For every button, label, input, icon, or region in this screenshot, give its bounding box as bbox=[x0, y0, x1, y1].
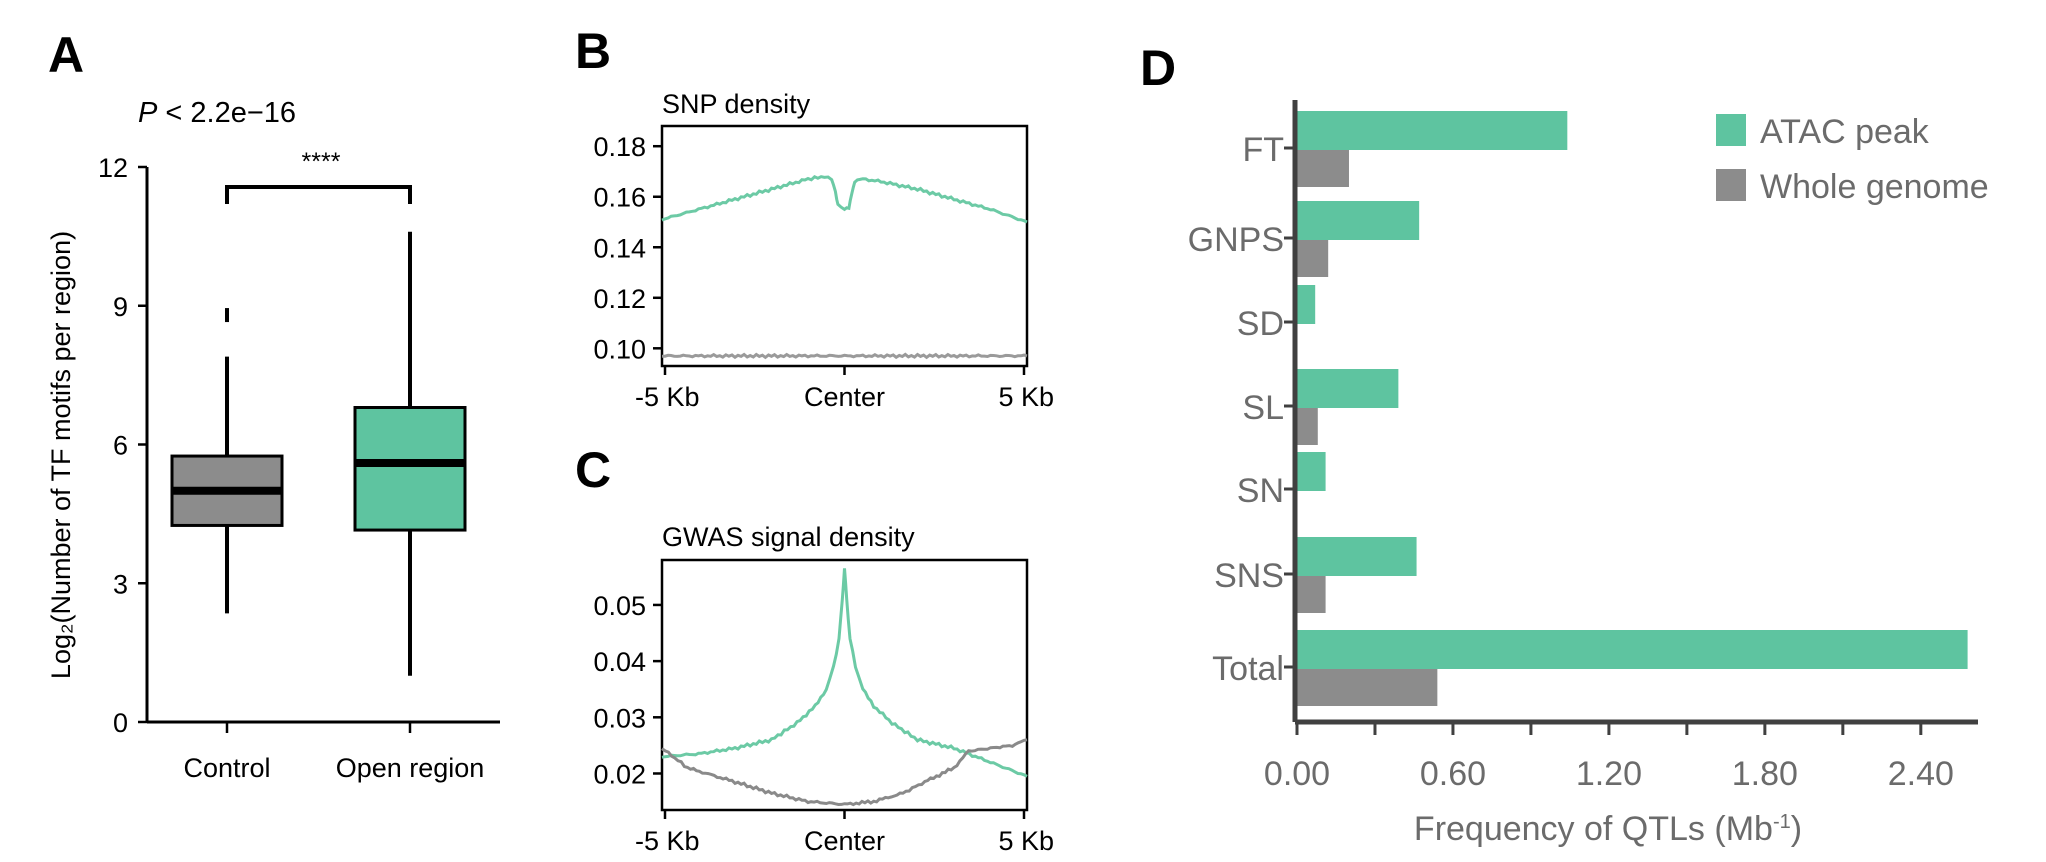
y-tick-label: 0.10 bbox=[593, 334, 646, 364]
x-tick-label-d: 2.40 bbox=[1888, 755, 1954, 793]
y-tick-label: 0.16 bbox=[593, 183, 646, 213]
bar-atac-peak bbox=[1297, 369, 1399, 408]
significance-stars: **** bbox=[302, 148, 341, 176]
bar-atac-peak bbox=[1297, 111, 1568, 150]
x-tick-label-d: 1.20 bbox=[1576, 755, 1642, 793]
y-tick-label-d: GNPS bbox=[1188, 221, 1284, 259]
plot-frame-b bbox=[660, 124, 1029, 368]
x-tick-label: 5 Kb bbox=[998, 826, 1054, 856]
x-axis-label-d: Frequency of QTLs (Mb-1) bbox=[1414, 810, 1802, 848]
bar-atac-peak bbox=[1297, 452, 1326, 491]
x-tick-label: Center bbox=[804, 826, 885, 856]
bar-atac-peak bbox=[1297, 537, 1417, 576]
series-line-1 bbox=[661, 568, 1028, 778]
panel-letter-b: B bbox=[575, 23, 611, 79]
x-tick-label: Center bbox=[804, 382, 885, 412]
bar-whole-genome bbox=[1297, 240, 1329, 277]
bar-atac-peak bbox=[1297, 285, 1316, 324]
y-tick-label-a: 3 bbox=[113, 569, 128, 599]
significance-bracket bbox=[225, 185, 412, 204]
y-tick-label-d: Total bbox=[1212, 650, 1284, 688]
panel-letter-d: D bbox=[1140, 40, 1176, 96]
panel-letter-c: C bbox=[575, 442, 611, 498]
y-tick-label-a: 6 bbox=[113, 431, 128, 461]
x-tick-label: -5 Kb bbox=[635, 382, 700, 412]
y-tick-label-d: SN bbox=[1237, 472, 1284, 510]
panel-letter-a: A bbox=[48, 27, 84, 83]
x-tick-label-d: 1.80 bbox=[1732, 755, 1798, 793]
x-tick-label-d: 0.00 bbox=[1264, 755, 1330, 793]
y-tick-label-a: 9 bbox=[113, 292, 128, 322]
y-tick-label: 0.03 bbox=[593, 703, 646, 733]
plot-frame-c bbox=[660, 558, 1029, 812]
x-tick-label: 5 Kb bbox=[998, 382, 1054, 412]
y-tick-label-d: SD bbox=[1237, 305, 1284, 343]
y-tick-label: 0.05 bbox=[593, 591, 646, 621]
y-tick-label-d: SNS bbox=[1214, 557, 1284, 595]
y-tick-label-a: 0 bbox=[113, 708, 128, 738]
y-tick-label: 0.18 bbox=[593, 132, 646, 162]
legend-swatch bbox=[1716, 114, 1746, 146]
box-iqr bbox=[353, 406, 467, 532]
legend-label: Whole genome bbox=[1760, 168, 1989, 206]
x-tick-label-d: 0.60 bbox=[1420, 755, 1486, 793]
bar-atac-peak bbox=[1297, 630, 1968, 669]
x-tick-label-a: Open region bbox=[336, 753, 485, 783]
chart-title-c: GWAS signal density bbox=[662, 522, 915, 552]
series-line-2 bbox=[661, 352, 1028, 360]
legend-d: ATAC peak Whole genome bbox=[1716, 113, 1989, 206]
panel-c-gwas-density: GWAS signal density 0.02 0.03 0.04 0.05 -5 K… bbox=[593, 522, 1054, 856]
legend-swatch bbox=[1716, 169, 1746, 201]
panel-d-qtl-bars: FT GNPS SD SL SN SNS Total 0.00 0.60 1.20 1.80 2.40… bbox=[1188, 100, 1989, 848]
x-tick-label: -5 Kb bbox=[635, 826, 700, 856]
y-tick-label-d: SL bbox=[1242, 389, 1284, 427]
y-tick-label-d: FT bbox=[1242, 131, 1284, 169]
y-axis-label-a: Log₂(Number of TF motifs per region) bbox=[46, 231, 76, 679]
legend-label: ATAC peak bbox=[1760, 113, 1930, 151]
bar-whole-genome bbox=[1297, 408, 1318, 445]
x-tick-label-a: Control bbox=[183, 753, 270, 783]
y-tick-label: 0.14 bbox=[593, 233, 646, 263]
bar-atac-peak bbox=[1297, 201, 1420, 240]
panel-a-boxplot: P < 2.2e−16 **** Log₂(Number of TF motif… bbox=[46, 97, 500, 783]
y-tick-label-a: 12 bbox=[98, 153, 128, 183]
y-tick-label: 0.12 bbox=[593, 284, 646, 314]
bar-whole-genome bbox=[1297, 669, 1438, 706]
bar-whole-genome bbox=[1297, 150, 1349, 187]
series-line-2 bbox=[661, 738, 1028, 807]
chart-title-b: SNP density bbox=[662, 89, 811, 119]
series-line-1 bbox=[661, 175, 1028, 224]
bar-whole-genome bbox=[1297, 576, 1326, 613]
p-value-label: P < 2.2e−16 bbox=[138, 97, 296, 129]
panel-b-snp-density: SNP density 0.10 0.12 0.14 0.16 0.18 -5 Kb Cen… bbox=[593, 89, 1054, 412]
y-tick-label: 0.04 bbox=[593, 647, 646, 677]
y-tick-label: 0.02 bbox=[593, 759, 646, 789]
